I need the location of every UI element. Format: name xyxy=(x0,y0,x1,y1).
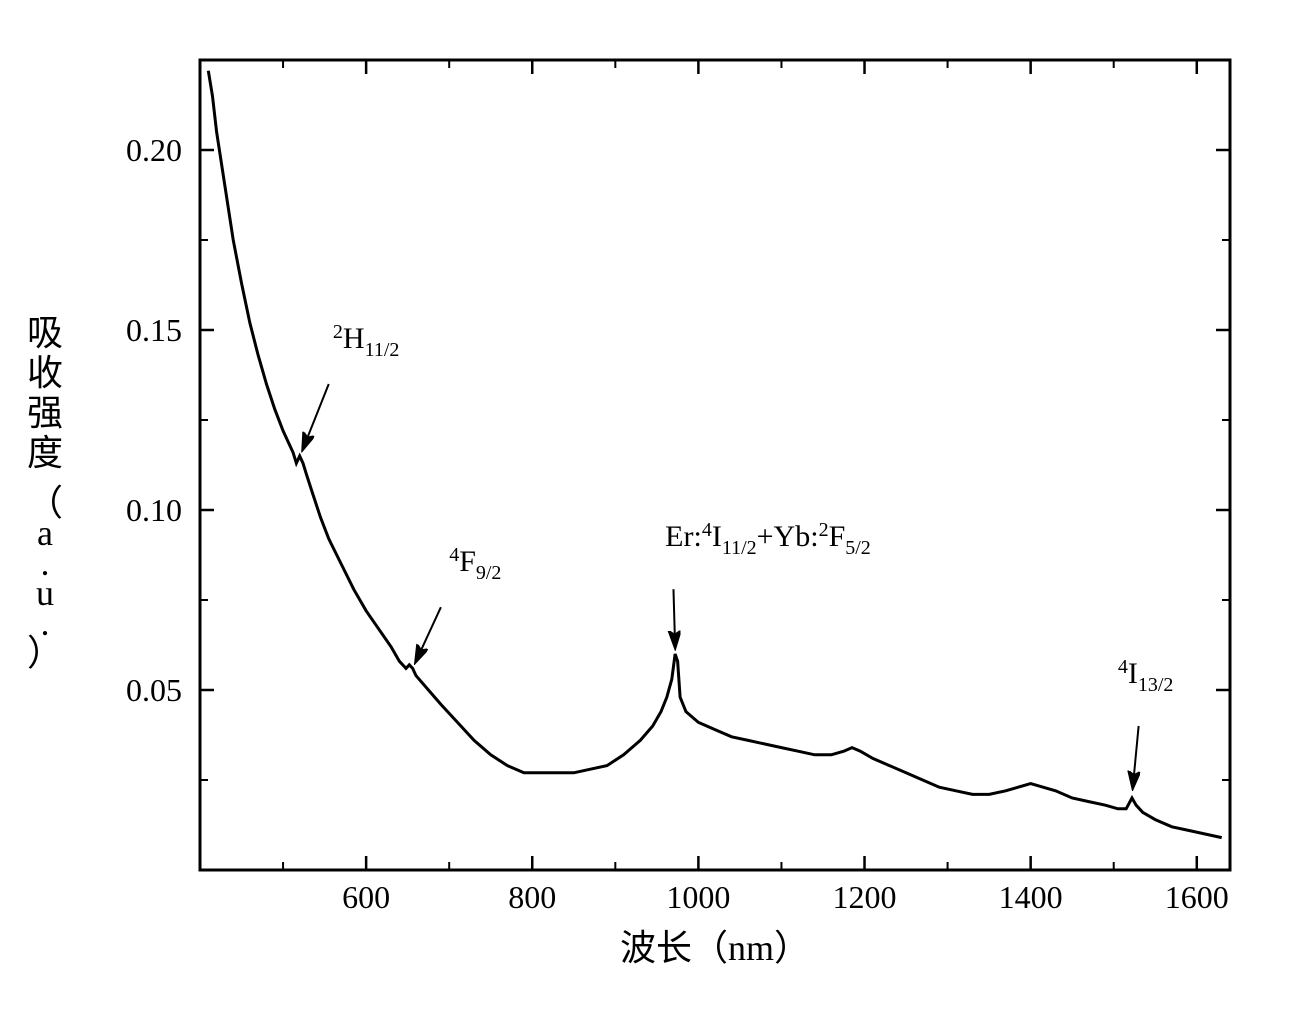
x-tick-label: 1600 xyxy=(1165,879,1229,915)
annotation-arrow xyxy=(303,384,329,449)
x-tick-label: 1400 xyxy=(999,879,1063,915)
x-tick-label: 800 xyxy=(508,879,556,915)
y-axis-title-char: 收 xyxy=(27,353,63,393)
y-tick-label: 0.20 xyxy=(126,132,182,168)
annotation-label: 4F9/2 xyxy=(449,544,501,584)
annotation-4I13/2: 4I13/2 xyxy=(1118,656,1174,787)
annotation-label: 4I13/2 xyxy=(1118,656,1174,696)
x-axis-title: 波长（nm） xyxy=(620,928,810,968)
y-axis-title-char: 度 xyxy=(27,433,63,473)
x-tick-label: 1000 xyxy=(666,879,730,915)
annotation-arrow xyxy=(416,607,441,661)
y-tick-label: 0.05 xyxy=(126,672,182,708)
y-axis-title-char: 吸 xyxy=(27,313,63,353)
x-tick-label: 1200 xyxy=(833,879,897,915)
annotation-label: 2H11/2 xyxy=(333,321,400,361)
y-tick-label: 0.15 xyxy=(126,312,182,348)
annotation-arrow xyxy=(673,589,675,647)
absorption-spectrum-chart: 600 800 1000 1200 1400 1600 0.05 0.10 0.15 0.20 2H… xyxy=(0,0,1311,1025)
spectrum-line xyxy=(208,71,1221,838)
annotation-4F9/2: 4F9/2 xyxy=(416,544,501,661)
x-tick-label: 600 xyxy=(342,879,390,915)
annotation-arrow xyxy=(1133,726,1139,787)
chart-svg: 600 800 1000 1200 1400 1600 0.05 0.10 0.15 0.20 2H… xyxy=(0,0,1311,1025)
annotation-label: Er:4I11/2+Yb:2F5/2 xyxy=(665,519,871,559)
y-axis-unit-char: ） xyxy=(27,633,63,673)
annotation-2H11/2: 2H11/2 xyxy=(303,321,399,449)
y-axis-title-char: 强 xyxy=(27,393,63,433)
annotation-Er4I11/2+Yb2F5/2: Er:4I11/2+Yb:2F5/2 xyxy=(665,519,871,647)
plot-border xyxy=(200,60,1230,870)
y-tick-label: 0.10 xyxy=(126,492,182,528)
